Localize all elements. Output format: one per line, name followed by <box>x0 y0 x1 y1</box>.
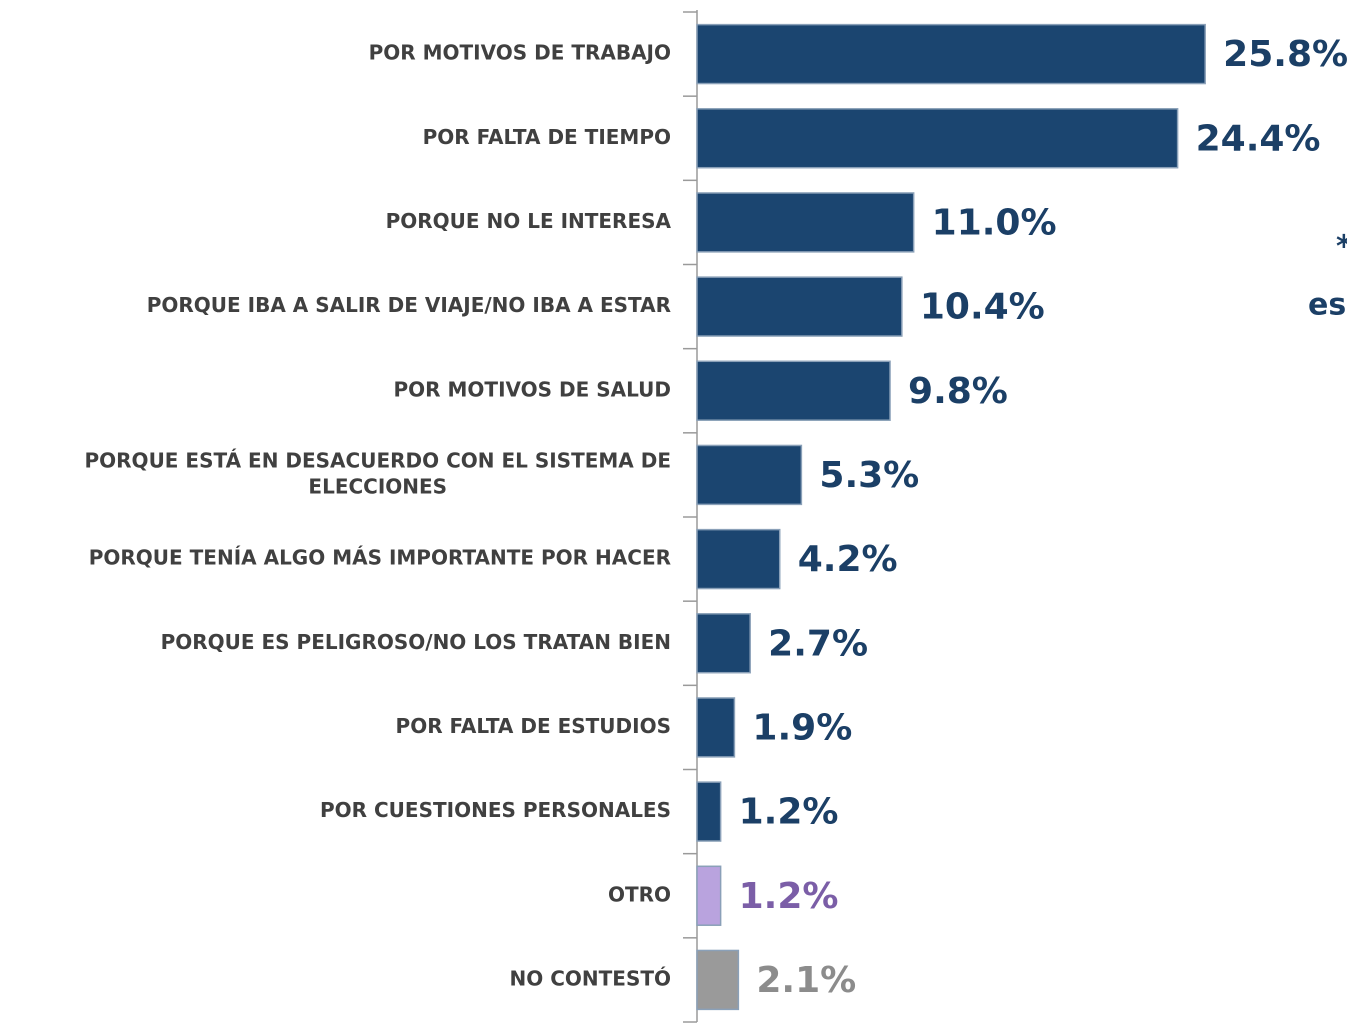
value-label: 10.4% <box>920 287 1045 328</box>
value-label: 11.0% <box>932 202 1057 243</box>
category-label: POR MOTIVOS DE SALUD <box>394 377 672 401</box>
value-label: 4.2% <box>798 539 898 580</box>
value-label: 24.4% <box>1196 118 1321 159</box>
category-label: PORQUE NO LE INTERESA <box>386 209 672 233</box>
value-label: 25.8% <box>1223 34 1347 75</box>
bar <box>696 528 781 590</box>
value-label: 1.9% <box>752 707 852 748</box>
value-label: 2.1% <box>756 960 856 1001</box>
bar <box>696 865 722 926</box>
bar <box>696 949 740 1011</box>
category-label: OTRO <box>608 882 671 906</box>
value-label: 2.7% <box>768 623 868 664</box>
category-label: ELECCIONES <box>308 474 447 498</box>
category-label: POR CUESTIONES PERSONALES <box>320 798 671 822</box>
bar <box>696 276 903 337</box>
value-label: 9.8% <box>908 371 1008 412</box>
bar <box>696 697 736 758</box>
bar <box>696 360 891 421</box>
annotation: es <box>1308 288 1346 323</box>
annotation: * <box>1336 230 1347 265</box>
bar <box>696 444 803 506</box>
value-label: 1.2% <box>739 792 839 833</box>
bar <box>696 613 751 674</box>
category-label: POR MOTIVOS DE TRABAJO <box>369 41 671 65</box>
bar <box>696 23 1206 85</box>
category-label: PORQUE TENÍA ALGO MÁS IMPORTANTE POR HAC… <box>89 546 671 570</box>
value-label: 1.2% <box>739 876 839 917</box>
category-label: POR FALTA DE ESTUDIOS <box>396 714 671 738</box>
bar <box>696 192 915 253</box>
category-label: PORQUE ES PELIGROSO/NO LOS TRATAN BIEN <box>161 630 671 654</box>
value-label: 5.3% <box>819 455 919 496</box>
category-label: PORQUE IBA A SALIR DE VIAJE/NO IBA A EST… <box>147 293 671 317</box>
category-label: PORQUE ESTÁ EN DESACUERDO CON EL SISTEMA… <box>85 448 672 472</box>
category-label: NO CONTESTÓ <box>510 966 671 990</box>
category-label: POR FALTA DE TIEMPO <box>423 125 671 149</box>
bar <box>696 108 1179 169</box>
bar <box>696 781 722 842</box>
